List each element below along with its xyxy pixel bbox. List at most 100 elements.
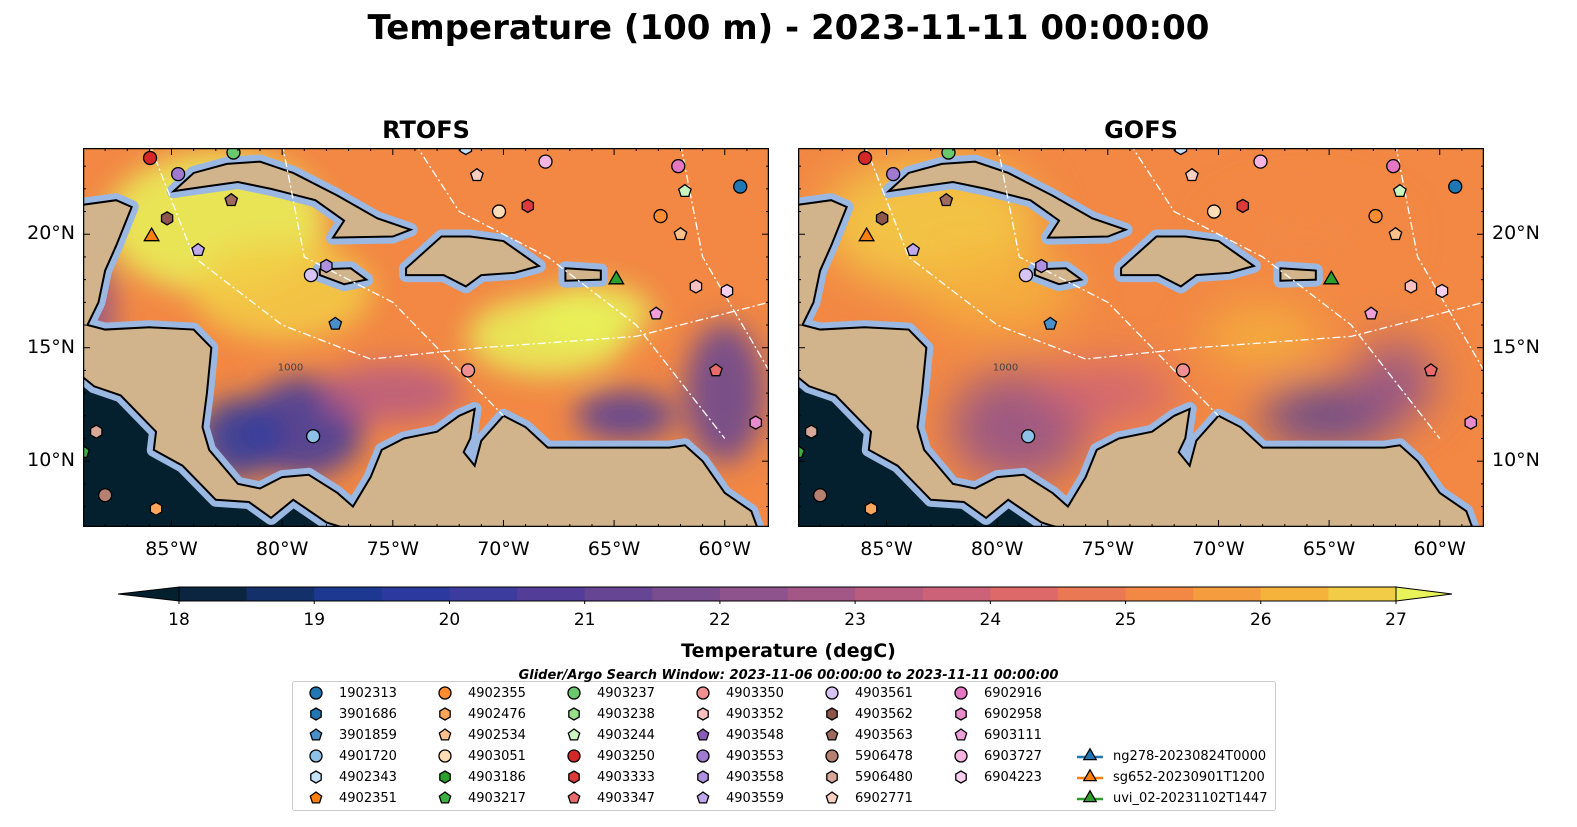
hexagon-marker-icon [955, 770, 967, 784]
map-frame [83, 148, 769, 527]
marker-4903558 [1035, 258, 1048, 274]
colorbar-segment [314, 587, 383, 601]
hexagon-marker-icon [697, 707, 709, 721]
marker-4903563 [939, 192, 954, 207]
legend-item: ng278-20230824T0000 [1075, 747, 1266, 765]
land-mainland [798, 199, 1474, 527]
marker-4902534 [673, 226, 688, 241]
legend-label: 4902476 [468, 706, 526, 722]
hexagon-marker-icon [955, 707, 967, 721]
pentagon-marker-icon [438, 791, 452, 804]
marker-4902534 [1388, 226, 1403, 241]
pentagon-marker-icon [309, 728, 323, 741]
legend-label: 6902958 [984, 706, 1042, 722]
legend-item: 4903250 [559, 747, 655, 765]
legend-label: 6904223 [984, 769, 1042, 785]
legend-item: 4903051 [430, 747, 526, 765]
marker-4903553 [886, 166, 901, 182]
pentagon-marker-icon [309, 791, 323, 804]
colorbar-tick-label: 19 [303, 610, 326, 630]
panel-title-rtofs: RTOFS [382, 116, 470, 144]
marker-3901859 [1043, 316, 1058, 330]
legend-item: 5906480 [817, 768, 913, 786]
colorbar-segment [517, 587, 586, 601]
legend-item: 4903563 [817, 726, 913, 744]
legend-item: 4901720 [301, 747, 397, 765]
legend-item: uvi_02-20231102T1447 [1075, 789, 1267, 807]
legend-label: 6902771 [855, 790, 913, 806]
legend-label: 4901720 [339, 748, 397, 764]
temperature-anomaly [575, 390, 676, 441]
pentagon-marker-icon [954, 728, 968, 741]
y-tick-label: 15°N [27, 335, 75, 358]
colorbar-segment [855, 587, 924, 601]
eez-boundary [1132, 148, 1441, 439]
colorbar-segment [1193, 587, 1262, 601]
marker-4903350 [460, 363, 476, 378]
circle-marker-icon [309, 749, 323, 763]
marker-6902916 [1386, 159, 1401, 174]
marker-4903333 [1236, 198, 1250, 214]
legend-item: 5906478 [817, 747, 913, 765]
marker-4903244 [1392, 183, 1407, 198]
marker-4901720 [305, 429, 321, 444]
marker-6903727 [1253, 154, 1268, 169]
colorbar-tick-label: 20 [438, 610, 461, 630]
colorbar-segment [584, 587, 653, 601]
circle-marker-icon [438, 686, 452, 700]
marker-4902343 [1174, 148, 1188, 156]
land-cuba [170, 160, 414, 239]
pentagon-marker-icon [825, 791, 839, 804]
marker-sg652-20230901T1200 [858, 226, 876, 242]
legend-label: 4903563 [855, 727, 913, 743]
land-jamaica [1033, 267, 1084, 286]
legend-item: 1902313 [301, 684, 397, 702]
colorbar [118, 586, 1453, 604]
marker-4903352 [689, 279, 703, 294]
legend-item: 6904223 [946, 768, 1042, 786]
colorbar-tick-label: 25 [1114, 610, 1137, 630]
eez-boundary [997, 148, 1219, 417]
legend-label: 4903238 [597, 706, 655, 722]
marker-4901720 [1020, 429, 1036, 444]
land-jamaica [318, 267, 369, 286]
legend-item: 4903186 [430, 768, 526, 786]
hexagon-marker-icon [826, 770, 838, 784]
hexagon-marker-icon [568, 707, 580, 721]
figure-title: Temperature (100 m) - 2023-11-11 00:00:0… [367, 8, 1210, 48]
land-mainland [83, 199, 759, 527]
colorbar-tick-label: 24 [979, 610, 1002, 630]
legend-label: 4902343 [339, 769, 397, 785]
legend-label: 4903553 [726, 748, 784, 764]
pentagon-marker-icon [567, 728, 581, 741]
legend-item: 4903350 [688, 684, 784, 702]
legend-item: 4903352 [688, 705, 784, 723]
colorbar-segment [449, 587, 518, 601]
x-tick-label: 60°W [698, 538, 751, 560]
marker-6902958 [1464, 415, 1478, 430]
circle-marker-icon [309, 686, 323, 700]
colorbar-outline [178, 586, 1397, 602]
marker-uvi_02-20231102T1447 [1322, 269, 1340, 285]
marker-4903217 [798, 444, 805, 459]
legend-item: 4902343 [301, 768, 397, 786]
circle-marker-icon [567, 686, 581, 700]
marker-4902343 [459, 148, 473, 156]
eez-boundary [282, 148, 504, 417]
contour-label: 1000 [278, 362, 303, 373]
marker-4903562 [160, 211, 174, 226]
marker-4903350 [1175, 363, 1191, 378]
circle-marker-icon [567, 749, 581, 763]
y-tick-label: 20°N [27, 222, 75, 245]
legend-item: 4902351 [301, 789, 397, 807]
legend-label: 4903562 [855, 706, 913, 722]
marker-4902476 [149, 501, 163, 517]
x-tick-label: 80°W [255, 538, 309, 560]
colorbar-segment [787, 587, 856, 601]
legend-label: 4903237 [597, 685, 655, 701]
circle-marker-icon [438, 749, 452, 763]
x-tick-label: 65°W [587, 538, 641, 560]
legend-item: 4903558 [688, 768, 784, 786]
eez-boundary [680, 148, 769, 371]
y-tick-label: 15°N [1492, 335, 1540, 358]
